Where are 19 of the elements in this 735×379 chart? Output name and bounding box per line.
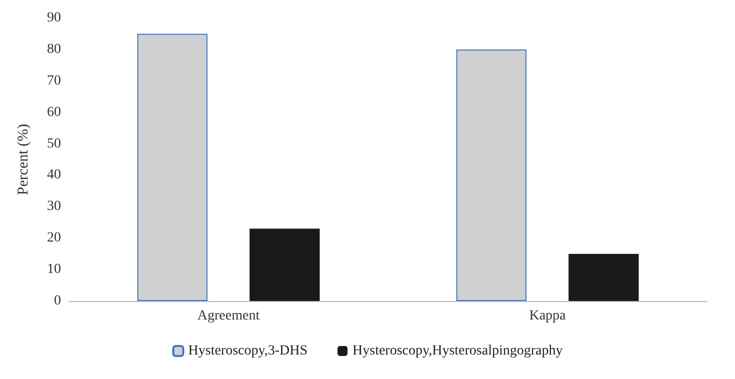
- x-tick-label: Agreement: [197, 308, 260, 324]
- legend-label: Hysteroscopy,Hysterosalpingography: [352, 344, 563, 358]
- y-tick-label: 90: [47, 10, 61, 26]
- bar: [250, 228, 320, 301]
- y-tick-label: 70: [47, 73, 61, 88]
- y-tick-label: 10: [47, 262, 61, 278]
- x-tick-label: Kappa: [529, 308, 567, 324]
- y-tick-label: 0: [54, 294, 61, 308]
- y-tick-label: 40: [47, 168, 61, 183]
- y-tick-label: 30: [47, 199, 61, 214]
- y-axis-title: Percent (%): [16, 124, 32, 196]
- bar: [137, 34, 208, 301]
- bar: [456, 49, 526, 301]
- legend-label: Hysteroscopy,3-DHS: [188, 344, 308, 358]
- bar: [568, 254, 639, 301]
- y-tick-label: 80: [47, 42, 61, 57]
- y-tick-label: 50: [47, 136, 61, 152]
- y-tick-label: 60: [47, 104, 61, 120]
- y-tick-label: 20: [47, 230, 61, 246]
